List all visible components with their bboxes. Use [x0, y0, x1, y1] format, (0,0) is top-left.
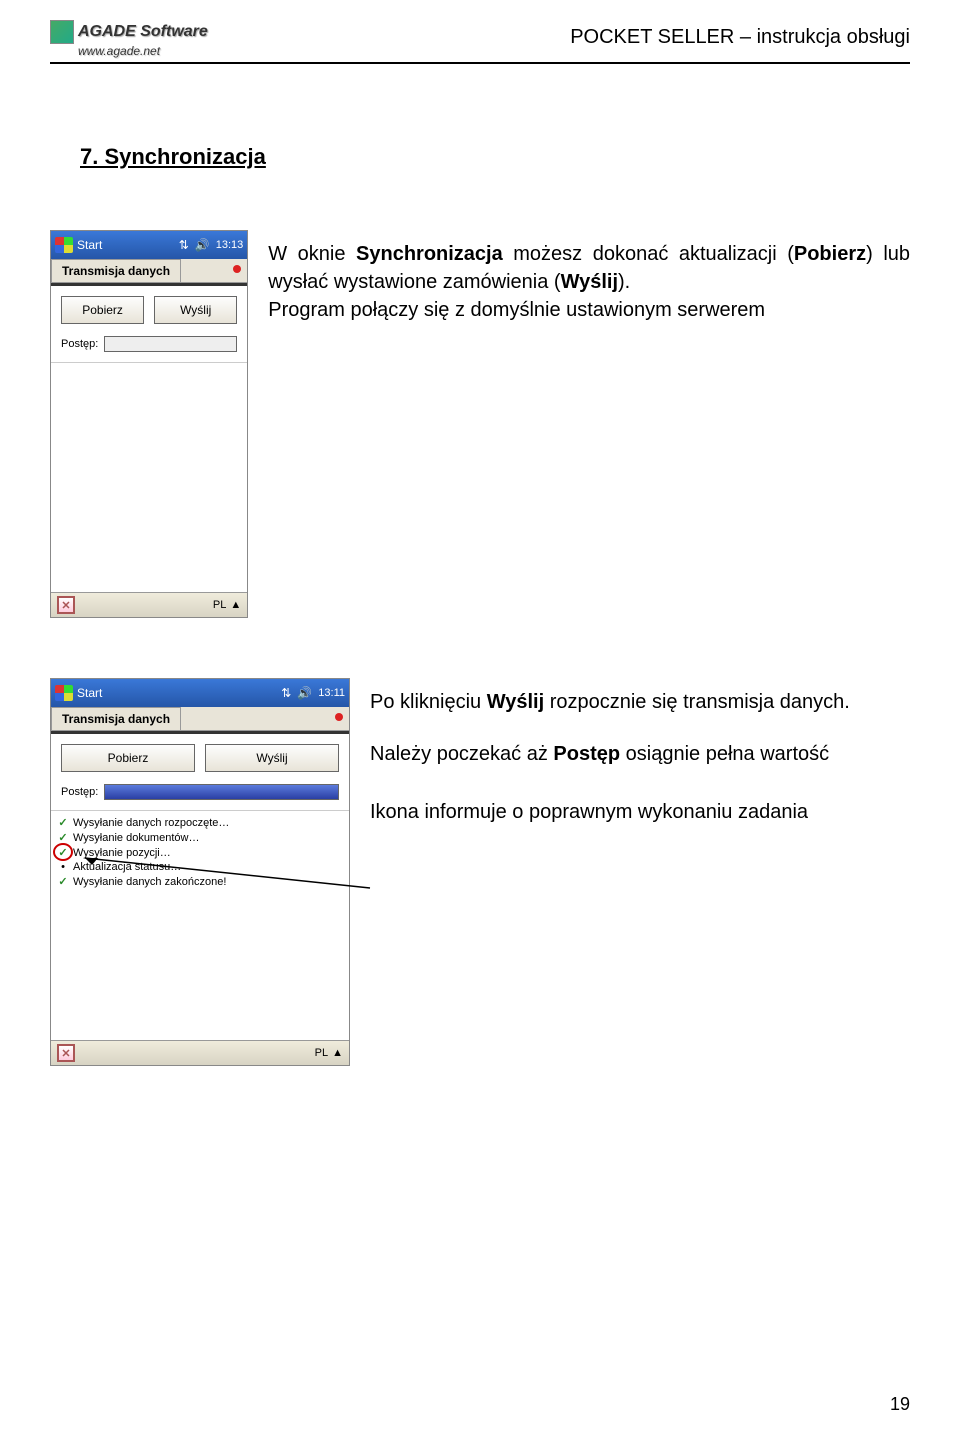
page-number: 19 — [890, 1394, 910, 1415]
highlight-circle-icon — [53, 843, 73, 861]
progress-bar — [104, 336, 237, 352]
clock: 13:13 — [216, 239, 244, 251]
brand-url: www.agade.net — [78, 44, 208, 58]
windows-flag-icon — [55, 237, 73, 253]
brand-logo-icon — [50, 20, 74, 44]
row-2: Start ⇅ 🔊 13:11 Transmisja danych Pobier… — [50, 678, 910, 1066]
status-text: Wysyłanie danych zakończone! — [73, 876, 226, 888]
taskbar: Start ⇅ 🔊 13:13 — [51, 231, 247, 259]
app-tab-title[interactable]: Transmisja danych — [51, 707, 181, 730]
chevron-up-icon[interactable]: ▲ — [230, 599, 241, 611]
check-icon: ✓ — [57, 875, 69, 888]
progress-label: Postęp: — [61, 338, 98, 350]
volume-icon: 🔊 — [195, 238, 210, 252]
row-1: Start ⇅ 🔊 13:13 Transmisja danych Pobier… — [50, 230, 910, 618]
app-tab-title[interactable]: Transmisja danych — [51, 259, 181, 282]
screenshot-1: Start ⇅ 🔊 13:13 Transmisja danych Pobier… — [50, 230, 248, 618]
brand-block: AGADE Software www.agade.net — [50, 20, 208, 58]
lang-label[interactable]: PL — [213, 599, 226, 611]
volume-icon: 🔊 — [297, 686, 312, 700]
status-line: ✓Wysyłanie dokumentów… — [57, 830, 343, 845]
status-line: • Aktualizacja statusu… — [57, 860, 343, 874]
taskbar: Start ⇅ 🔊 13:11 — [51, 679, 349, 707]
status-text: Wysyłanie pozycji… — [73, 847, 171, 859]
record-dot-icon — [335, 713, 343, 721]
windows-flag-icon — [55, 685, 73, 701]
lang-label[interactable]: PL — [315, 1047, 328, 1059]
status-line: ✓ Wysyłanie danych rozpoczęte… — [57, 815, 343, 830]
paragraph-2: Po kliknięciu Wyślij rozpocznie się tran… — [370, 678, 910, 716]
status-line: ✓ Wysyłanie danych zakończone! — [57, 874, 343, 889]
bottombar: ✕ PL ▲ — [51, 1040, 349, 1065]
close-icon[interactable]: ✕ — [57, 596, 75, 614]
paragraph-4: Ikona informuje o poprawnym wykonaniu za… — [370, 788, 910, 826]
check-icon: ✓ — [57, 816, 69, 829]
paragraph-3: Należy poczekać aż Postęp osiągnie pełna… — [370, 730, 910, 768]
signal-icon: ⇅ — [179, 238, 189, 252]
status-text: Wysyłanie dokumentów… — [73, 832, 199, 844]
section-heading: 7. Synchronizacja — [80, 144, 910, 170]
brand-name: AGADE Software — [78, 23, 208, 41]
doc-header: AGADE Software www.agade.net POCKET SELL… — [50, 20, 910, 64]
send-button[interactable]: Wyślij — [205, 744, 339, 772]
progress-label: Postęp: — [61, 786, 98, 798]
close-icon[interactable]: ✕ — [57, 1044, 75, 1062]
signal-icon: ⇅ — [281, 686, 291, 700]
progress-bar — [104, 784, 339, 800]
doc-title: POCKET SELLER – instrukcja obsługi — [570, 20, 910, 49]
status-text: Aktualizacja statusu… — [73, 861, 181, 873]
chevron-up-icon[interactable]: ▲ — [332, 1047, 343, 1059]
bottombar: ✕ PL ▲ — [51, 592, 247, 617]
start-label[interactable]: Start — [77, 686, 102, 700]
status-line: ✓Wysyłanie pozycji… — [57, 845, 343, 860]
status-area — [51, 362, 247, 592]
screenshot-2: Start ⇅ 🔊 13:11 Transmisja danych Pobier… — [50, 678, 350, 1066]
clock: 13:11 — [318, 687, 345, 699]
status-text: Wysyłanie danych rozpoczęte… — [73, 817, 229, 829]
paragraph-1: W oknie Synchronizacja możesz dokonać ak… — [268, 230, 910, 324]
start-label[interactable]: Start — [77, 238, 102, 252]
send-button[interactable]: Wyślij — [154, 296, 237, 324]
record-dot-icon — [233, 265, 241, 273]
bullet-icon: • — [57, 861, 69, 873]
download-button[interactable]: Pobierz — [61, 296, 144, 324]
status-list: ✓Wysyłanie danych rozpoczęte…✓Wysyłanie … — [51, 810, 349, 1040]
download-button[interactable]: Pobierz — [61, 744, 195, 772]
